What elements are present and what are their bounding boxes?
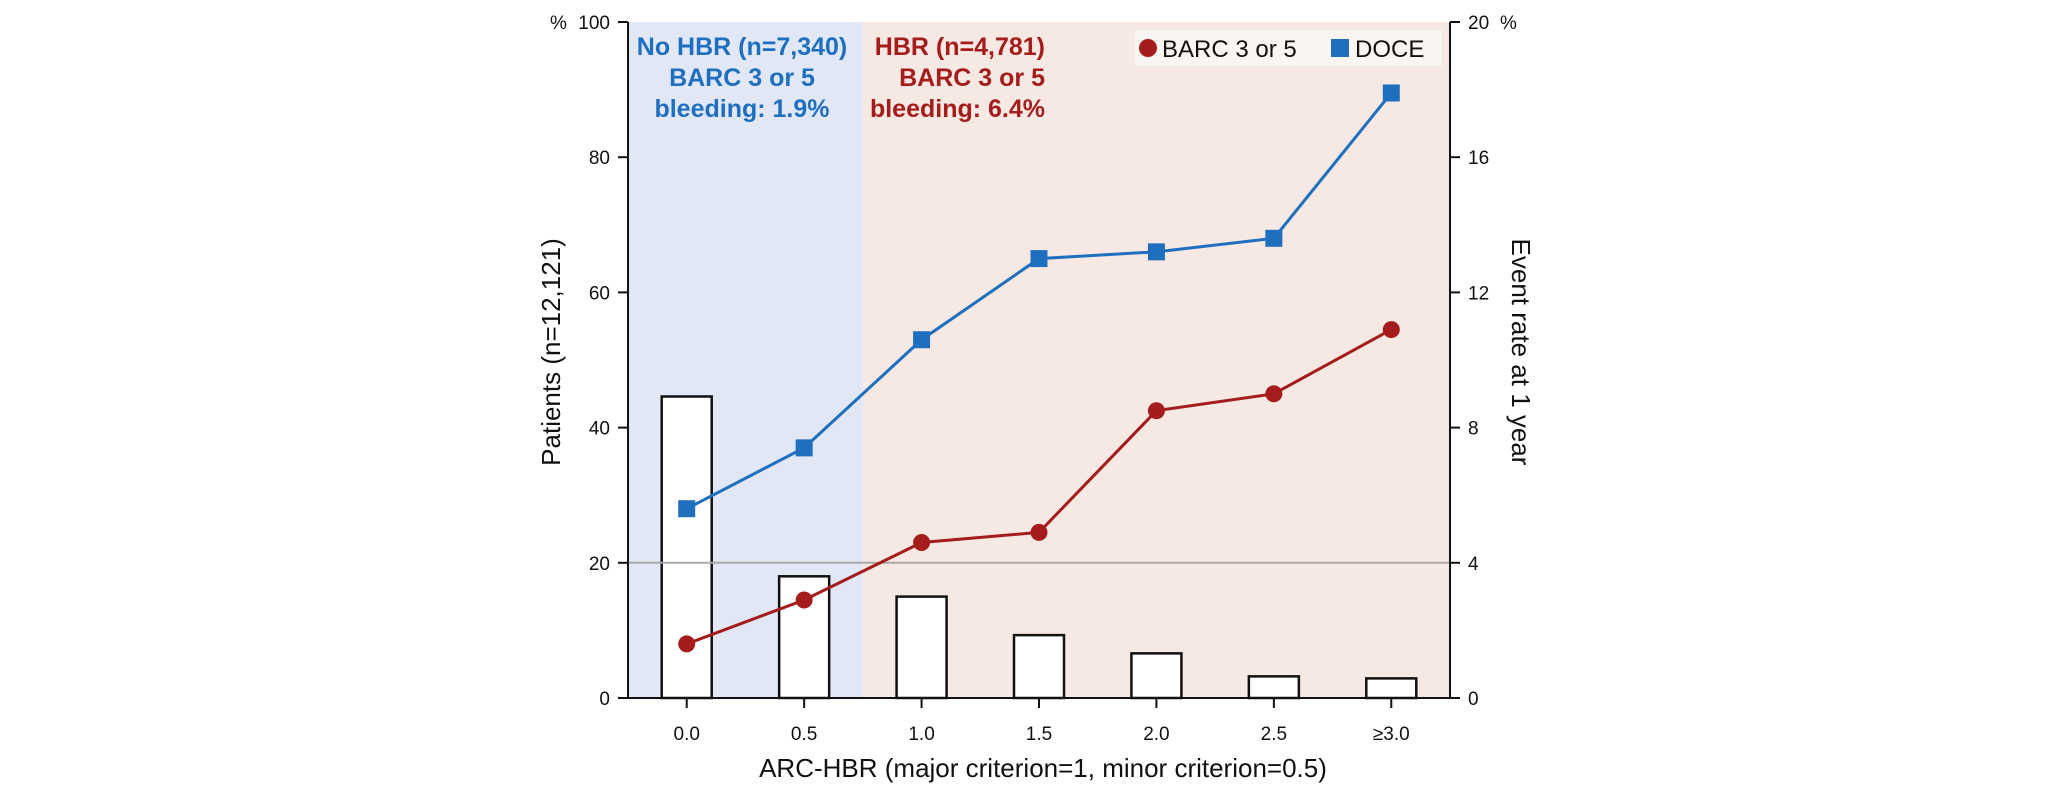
point-series1-3 (1030, 250, 1048, 268)
y-axis-title-left: Patients (n=12,121) (536, 238, 566, 466)
point-series0-4 (1147, 402, 1165, 420)
bar-series (660, 395, 1418, 700)
annotation-no-hbr-line-1: BARC 3 or 5 (669, 64, 815, 92)
x-tick-label: 0.0 (674, 724, 700, 745)
left-tick-label: 100 (578, 13, 610, 34)
x-tick-label: 1.0 (908, 724, 934, 745)
point-series1-4 (1147, 243, 1165, 261)
point-series1-1 (795, 439, 813, 457)
x-tick-label: ≥3.0 (1373, 724, 1410, 745)
right-tick-label: 0 (1468, 689, 1479, 710)
left-tick-label: 80 (589, 148, 610, 169)
x-axis-title: ARC-HBR (major criterion=1, minor criter… (759, 753, 1327, 783)
bar-1.0 (895, 595, 948, 700)
point-series1-5 (1265, 229, 1283, 247)
bar-≥3.0 (1365, 677, 1418, 700)
left-tick-label: 60 (589, 283, 610, 304)
right-tick-label: 20 (1468, 13, 1489, 34)
region-annotations: No HBR (n=7,340) BARC 3 or 5 bleeding: 1.9… (637, 33, 1045, 123)
annotation-no-hbr-line-0: No HBR (n=7,340) (637, 33, 847, 61)
point-series0-5 (1265, 385, 1283, 403)
left-tick-label: 20 (589, 554, 610, 575)
annotation-hbr-line-0: HBR (n=4,781) (875, 33, 1045, 61)
chart-regions (628, 22, 1450, 698)
point-series0-1 (795, 591, 813, 609)
legend: BARC 3 or 5 DOCE (1135, 30, 1442, 66)
x-tick-label: 2.0 (1143, 724, 1169, 745)
left-unit-label: % (550, 13, 567, 34)
line-series (678, 84, 1400, 653)
right-tick-label: 4 (1468, 554, 1479, 575)
legend-marker-1 (1331, 39, 1349, 57)
point-series0-3 (1030, 523, 1048, 541)
point-series1-6 (1382, 84, 1400, 102)
annotation-no-hbr-line-2: bleeding: 1.9% (654, 95, 829, 123)
left-tick-label: 0 (599, 689, 610, 710)
y-axis-title-right: Event rate at 1 year (1506, 239, 1536, 466)
chart-axes: 0 20 40 60 80 100 0 4 8 12 16 20 0.0 0.5 1.0 1.5 2.0 2.5 ≥… (578, 13, 1489, 745)
point-series1-0 (678, 500, 696, 518)
point-series0-2 (913, 534, 931, 552)
legend-label-1: DOCE (1355, 36, 1424, 63)
legend-box (1135, 30, 1442, 66)
region-hbr (862, 22, 1450, 698)
legend-marker-0 (1139, 39, 1157, 57)
right-unit-label: % (1500, 13, 1517, 34)
x-tick-label: 1.5 (1026, 724, 1052, 745)
left-tick-label: 40 (589, 419, 610, 440)
bar-0.0 (660, 395, 713, 700)
annotation-hbr-line-2: bleeding: 6.4% (870, 95, 1045, 123)
right-tick-label: 16 (1468, 148, 1489, 169)
right-tick-label: 8 (1468, 419, 1479, 440)
bar-2.0 (1130, 652, 1183, 700)
point-series1-2 (913, 331, 931, 349)
x-tick-label: 0.5 (791, 724, 817, 745)
point-series0-0 (678, 635, 696, 653)
annotation-hbr-line-1: BARC 3 or 5 (899, 64, 1045, 92)
right-tick-label: 12 (1468, 283, 1489, 304)
point-series0-6 (1382, 321, 1400, 339)
bar-1.5 (1012, 633, 1066, 700)
x-tick-label: 2.5 (1261, 724, 1287, 745)
bar-2.5 (1247, 675, 1301, 700)
legend-label-0: BARC 3 or 5 (1162, 36, 1297, 63)
